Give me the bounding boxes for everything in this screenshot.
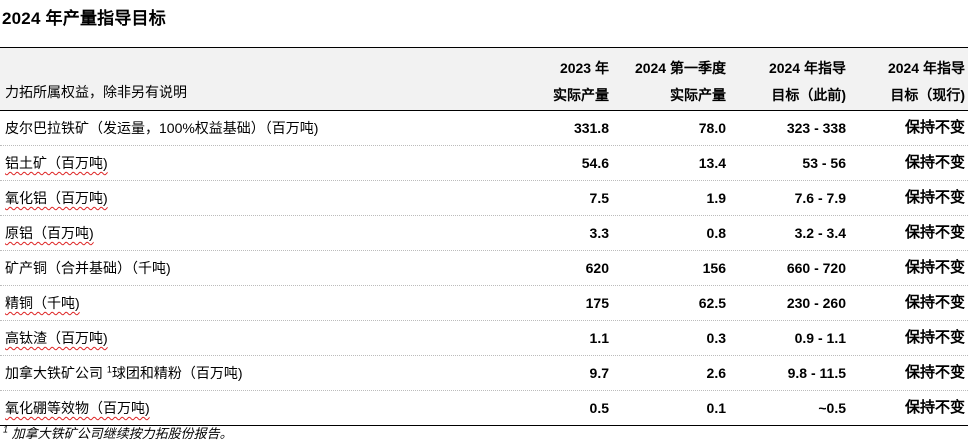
- header-col-prev-line1: 2024 年指导: [768, 60, 846, 76]
- cell-prev: 9.8 - 11.5: [787, 365, 846, 381]
- cell-prev: 53 - 56: [802, 155, 846, 171]
- page-title: 2024 年产量指导目标: [2, 9, 166, 28]
- table-row: 铝土矿（百万吨) 54.6 13.4 53 - 56 保持不变: [0, 146, 968, 181]
- row-label: 铝土矿（百万吨): [5, 155, 108, 171]
- table-row: 精铜（千吨) 175 62.5 230 - 260 保持不变: [0, 286, 968, 321]
- cell-prev: 3.2 - 3.4: [794, 225, 846, 241]
- cell-q1: 2.6: [706, 365, 726, 381]
- table-row: 加拿大铁矿公司 1球团和精粉（百万吨) 9.7 2.6 9.8 - 11.5 保…: [0, 356, 968, 391]
- row-label: 精铜（千吨): [5, 295, 80, 311]
- table-header: 力拓所属权益，除非另有说明 2023 年 实际产量 2024 第一季度 实际产量…: [0, 48, 968, 111]
- cell-prev: 323 - 338: [786, 120, 846, 136]
- cell-2023: 9.7: [589, 365, 609, 381]
- row-label: 高钛渣（百万吨): [5, 330, 108, 346]
- cell-2023: 0.5: [589, 400, 609, 416]
- cell-prev: 0.9 - 1.1: [794, 330, 846, 346]
- cell-2023: 3.3: [589, 225, 609, 241]
- header-col-q1-line2: 实际产量: [670, 87, 726, 103]
- row-label: 加拿大铁矿公司 1球团和精粉（百万吨): [5, 356, 243, 390]
- header-col-2023-line1: 2023 年: [559, 60, 609, 76]
- header-col-2023: 2023 年 实际产量: [519, 55, 609, 109]
- cell-curr: 保持不变: [904, 329, 965, 346]
- cell-q1: 1.9: [706, 190, 726, 206]
- header-col-prev: 2024 年指导 目标（此前): [736, 55, 846, 109]
- footnote-text: 加拿大铁矿公司继续按力拓股份报告。: [11, 426, 233, 441]
- header-col-q1: 2024 第一季度 实际产量: [606, 55, 726, 109]
- cell-curr: 保持不变: [904, 224, 965, 241]
- cell-2023: 175: [585, 295, 609, 311]
- cell-curr: 保持不变: [904, 294, 965, 311]
- footnote: 1 加拿大铁矿公司继续按力拓股份报告。: [3, 423, 233, 442]
- cell-2023: 7.5: [589, 190, 609, 206]
- row-label-part-a: 加拿大铁矿公司: [5, 365, 103, 381]
- header-col-prev-line2: 目标（此前): [771, 87, 846, 103]
- row-label: 原铝（百万吨): [5, 225, 94, 241]
- table-row: 矿产铜（合并基础）（千吨) 620 156 660 - 720 保持不变: [0, 251, 968, 286]
- header-col-curr: 2024 年指导 目标（现行): [855, 55, 965, 109]
- cell-q1: 0.1: [706, 400, 726, 416]
- cell-q1: 156: [702, 260, 726, 276]
- cell-curr: 保持不变: [904, 154, 965, 171]
- footnote-sup: 1: [3, 424, 9, 435]
- cell-q1: 13.4: [698, 155, 726, 171]
- cell-q1: 78.0: [698, 120, 726, 136]
- table-row: 原铝（百万吨) 3.3 0.8 3.2 - 3.4 保持不变: [0, 216, 968, 251]
- header-col-q1-line1: 2024 第一季度: [634, 60, 726, 76]
- cell-q1: 0.3: [706, 330, 726, 346]
- table-row: 氧化硼等效物（百万吨) 0.5 0.1 ~0.5 保持不变: [0, 391, 968, 426]
- cell-2023: 620: [585, 260, 609, 276]
- production-guidance-table: 力拓所属权益，除非另有说明 2023 年 实际产量 2024 第一季度 实际产量…: [0, 47, 968, 426]
- cell-q1: 0.8: [706, 225, 726, 241]
- row-label: 皮尔巴拉铁矿（发运量，100%权益基础）（百万吨): [5, 120, 319, 136]
- row-label-part-b: 球团和精粉（百万吨): [111, 365, 243, 381]
- row-label: 矿产铜（合并基础）（千吨): [5, 260, 171, 276]
- header-shading: [0, 48, 968, 110]
- cell-curr: 保持不变: [904, 259, 965, 276]
- footnote-marker: 1: [106, 364, 112, 375]
- header-col-curr-line2: 目标（现行): [890, 87, 965, 103]
- cell-q1: 62.5: [698, 295, 726, 311]
- cell-curr: 保持不变: [904, 119, 965, 136]
- cell-curr: 保持不变: [904, 189, 965, 206]
- cell-prev: 230 - 260: [786, 295, 846, 311]
- cell-2023: 54.6: [581, 155, 609, 171]
- row-label: 氧化硼等效物（百万吨): [5, 400, 150, 416]
- cell-curr: 保持不变: [904, 364, 965, 381]
- cell-prev: ~0.5: [818, 400, 846, 416]
- cell-prev: 7.6 - 7.9: [794, 190, 846, 206]
- table-row: 氧化铝（百万吨) 7.5 1.9 7.6 - 7.9 保持不变: [0, 181, 968, 216]
- table-row: 皮尔巴拉铁矿（发运量，100%权益基础）（百万吨) 331.8 78.0 323…: [0, 111, 968, 146]
- cell-curr: 保持不变: [904, 399, 965, 416]
- header-label: 力拓所属权益，除非另有说明: [5, 84, 187, 100]
- header-col-curr-line1: 2024 年指导: [887, 60, 965, 76]
- cell-2023: 331.8: [573, 120, 609, 136]
- header-col-2023-line2: 实际产量: [553, 87, 609, 103]
- row-label: 氧化铝（百万吨): [5, 190, 108, 206]
- cell-prev: 660 - 720: [786, 260, 846, 276]
- table-row: 高钛渣（百万吨) 1.1 0.3 0.9 - 1.1 保持不变: [0, 321, 968, 356]
- cell-2023: 1.1: [589, 330, 609, 346]
